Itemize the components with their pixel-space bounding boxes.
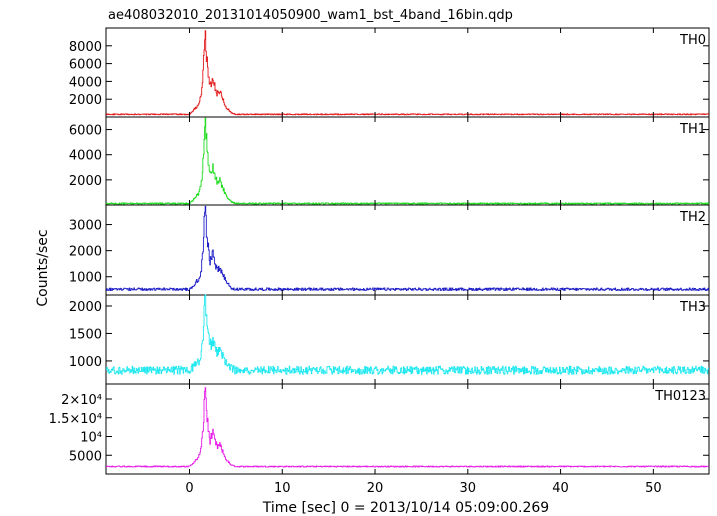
x-tick-label: 10 [274, 481, 291, 496]
x-tick-label: 50 [645, 481, 662, 496]
series-line-th3 [106, 294, 709, 375]
series-line-th0 [106, 30, 709, 116]
panel-th1: 2000 4000 6000 TH1 [69, 116, 710, 206]
panel-th3: 1000 1500 2000 TH3 [69, 294, 710, 385]
x-axis-label: Time [sec] 0 = 2013/10/14 05:09:00.269 [262, 500, 549, 516]
y-tick-label: 1.5×10⁴ [49, 412, 102, 427]
y-tick-label: 3000 [69, 219, 102, 234]
y-tick-label: 1000 [69, 355, 102, 370]
panel-label-th1: TH1 [679, 122, 706, 137]
y-tick-label: 8000 [69, 40, 102, 55]
y-tick-label: 6000 [69, 58, 102, 73]
panel-label-th0: TH0 [679, 33, 706, 48]
panel-label-th3: TH3 [679, 300, 706, 315]
panel-frame [105, 27, 710, 118]
y-axis-label: Counts/sec [35, 229, 51, 306]
y-tick-label: 6000 [69, 124, 102, 139]
x-axis: 0 10 20 30 40 50 [185, 481, 661, 496]
panels: 2000 4000 6000 8000 TH0 2000 4000 6000 TH1 1000 20… [49, 27, 710, 475]
x-tick-label: 20 [367, 481, 384, 496]
y-tick-label: 4000 [69, 149, 102, 164]
x-tick-label: 30 [460, 481, 477, 496]
panel-frame [105, 383, 710, 475]
series-line-th2 [106, 205, 709, 292]
y-tick-label: 2000 [69, 300, 102, 315]
y-tick-label: 4000 [69, 75, 102, 90]
panel-label-th0123: TH0123 [654, 389, 706, 404]
y-tick-label: 10⁴ [80, 431, 102, 446]
y-tick-label: 1000 [69, 271, 102, 286]
y-tick-label: 2000 [69, 93, 102, 108]
y-tick-label: 5000 [69, 449, 102, 464]
y-tick-label: 1500 [69, 327, 102, 342]
y-tick-label: 2×10⁴ [61, 393, 102, 408]
series-line-th1 [106, 117, 709, 205]
x-tick-label: 40 [552, 481, 569, 496]
x-tick-label: 0 [185, 481, 193, 496]
panel-th0123: 5000 10⁴ 1.5×10⁴ 2×10⁴ TH0123 [49, 383, 710, 475]
series-line-th0123 [106, 387, 709, 468]
y-tick-label: 2000 [69, 174, 102, 189]
panel-th0: 2000 4000 6000 8000 TH0 [69, 27, 710, 118]
y-tick-label: 2000 [69, 245, 102, 260]
chart-title: ae408032010_20131014050900_wam1_bst_4ban… [108, 8, 513, 23]
panel-th2: 1000 2000 3000 TH2 [69, 204, 710, 296]
panel-frame [105, 116, 710, 206]
panel-label-th2: TH2 [679, 210, 706, 225]
